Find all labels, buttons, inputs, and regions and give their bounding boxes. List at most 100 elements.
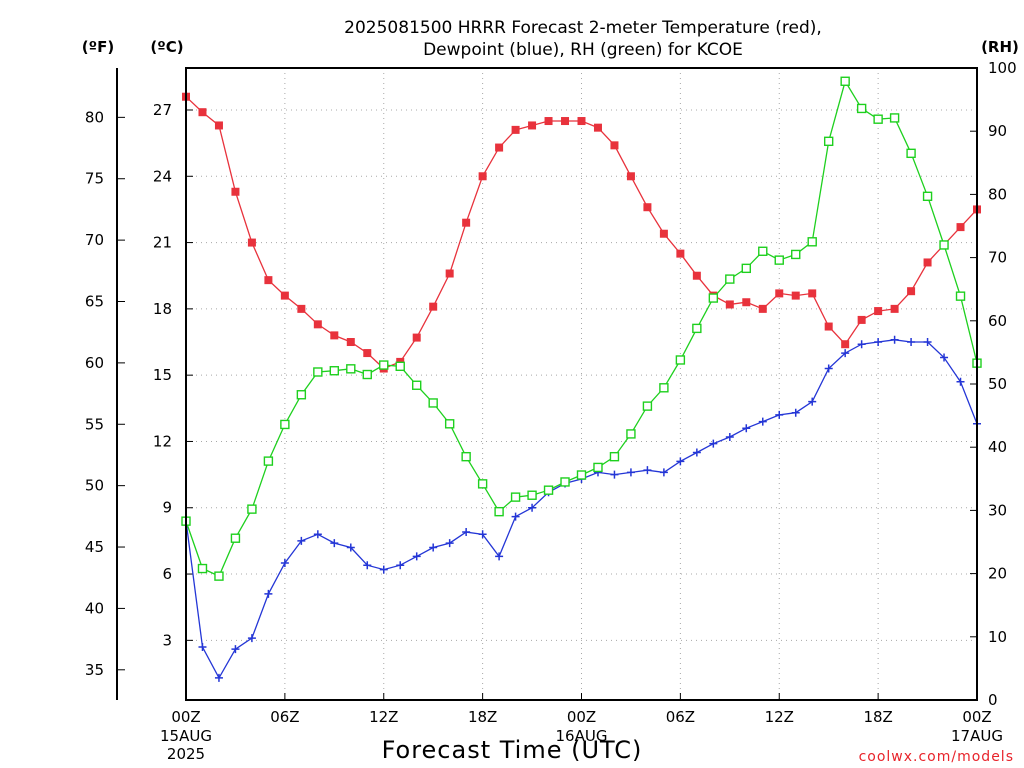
rh-point	[494, 506, 504, 517]
dewpoint-point	[874, 338, 883, 347]
temperature-point	[824, 322, 833, 331]
temperature-point	[907, 287, 916, 296]
dewpoint-point	[857, 340, 866, 349]
dewpoint-point	[676, 457, 685, 466]
dewpoint-point	[396, 561, 405, 570]
x-tick-label: 18Z	[468, 708, 497, 726]
rh-point	[560, 477, 570, 487]
rh-tick-label: 10	[988, 628, 1007, 646]
rh-point	[346, 364, 356, 374]
dewpoint-point	[758, 417, 767, 426]
dewpoint-point	[742, 424, 751, 433]
temperature-point	[478, 172, 487, 181]
rh-tick-label: 90	[988, 122, 1007, 140]
celsius-tick-label: 9	[162, 499, 172, 517]
rh-point	[395, 361, 405, 372]
fahrenheit-tick-label: 75	[85, 170, 104, 188]
rh-point	[675, 355, 686, 365]
dewpoint-point	[313, 530, 322, 539]
rh-point	[889, 113, 900, 123]
temperature-point	[412, 333, 421, 342]
temperature-point	[561, 117, 570, 126]
temperature-point	[198, 108, 207, 117]
x-tick-label: 06Z	[666, 708, 695, 726]
temperature-point	[264, 276, 273, 285]
fahrenheit-tick-label: 45	[85, 538, 104, 556]
rh-unit-label: (RH)	[981, 38, 1019, 56]
temperature-point	[544, 117, 553, 126]
temperature-point	[857, 315, 866, 324]
dewpoint-point	[824, 364, 833, 373]
celsius-tick-label: 12	[153, 432, 172, 450]
temperature-point	[923, 258, 932, 267]
dewpoint-point	[907, 338, 916, 347]
x-tick-label: 00Z	[962, 708, 991, 726]
celsius-axis: 3 6 9 12 15 18 21 24 27	[153, 101, 193, 649]
fahrenheit-tick-label: 80	[85, 108, 104, 126]
rh-point	[412, 380, 422, 390]
dewpoint-point	[247, 634, 256, 643]
temperature-point	[429, 302, 438, 311]
rh-point	[461, 451, 471, 462]
dewpoint-point	[280, 558, 289, 567]
rh-point	[576, 470, 587, 480]
rh-point	[642, 401, 653, 411]
dewpoint-point	[214, 673, 223, 682]
temperature-point	[643, 203, 652, 212]
temperature-point	[890, 304, 899, 313]
x-tick-label: 18Z	[863, 708, 892, 726]
rh-point	[230, 533, 241, 543]
rh-point	[609, 451, 620, 462]
temperature-point	[363, 349, 372, 358]
temperature-point	[610, 141, 619, 150]
rh-point	[214, 571, 224, 581]
rh-tick-label: 60	[988, 312, 1007, 330]
grid	[185, 68, 978, 700]
rh-tick-label: 100	[988, 59, 1017, 77]
celsius-unit-label: (ºC)	[150, 38, 183, 56]
fahrenheit-tick-label: 55	[85, 415, 104, 433]
temperature-point	[297, 304, 306, 313]
dewpoint-point	[297, 536, 306, 545]
series-layer	[181, 76, 982, 682]
fahrenheit-unit-label: (ºF)	[82, 38, 114, 56]
fahrenheit-tick-label: 65	[85, 293, 104, 311]
x-tick-label: 06Z	[270, 708, 299, 726]
temperature-point	[528, 121, 537, 130]
rh-point	[313, 367, 323, 377]
rh-point	[593, 462, 603, 473]
dewpoint-point	[956, 377, 965, 386]
chart-subtitle: Dewpoint (blue), RH (green) for KCOE	[423, 40, 743, 60]
rh-point	[247, 504, 257, 514]
rh-point	[725, 274, 735, 284]
temperature-point	[742, 298, 751, 307]
dewpoint-point	[841, 349, 850, 358]
x-tick-label: 00Z	[567, 708, 596, 726]
rh-tick-label: 0	[988, 691, 998, 709]
rh-point	[543, 485, 554, 495]
dewpoint-point	[610, 470, 619, 479]
rh-point	[955, 291, 966, 301]
celsius-tick-label: 24	[153, 167, 172, 185]
fahrenheit-axis: 35 40 45 50 55 60 65 70 75 80	[85, 108, 125, 679]
dewpoint-point	[643, 466, 652, 475]
x-axis-title: Forecast Time (UTC)	[382, 736, 643, 764]
temperature-point	[659, 229, 668, 238]
temperature-point	[577, 117, 586, 126]
rh-point	[263, 456, 274, 466]
temperature-point	[841, 340, 850, 349]
rh-point	[774, 255, 784, 265]
celsius-tick-label: 15	[153, 366, 172, 384]
celsius-tick-label: 6	[162, 565, 172, 583]
dewpoint-point	[890, 335, 899, 344]
rh-axis: 0 10 20 30 40 50 60 70 80 90 100	[970, 59, 1017, 709]
rh-point	[823, 136, 834, 147]
x-tick-year-label: 2025	[167, 745, 205, 763]
dewpoint-point	[725, 433, 734, 442]
temperature-point	[626, 172, 635, 181]
dewpoint-point	[462, 528, 471, 537]
rh-point	[280, 419, 290, 430]
temperature-point	[511, 125, 520, 134]
celsius-tick-label: 18	[153, 300, 172, 318]
